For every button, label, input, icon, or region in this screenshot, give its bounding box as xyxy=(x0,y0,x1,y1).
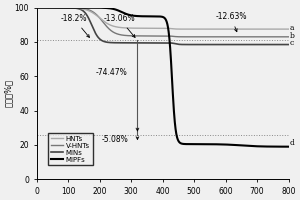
Y-axis label: 失重（%）: 失重（%） xyxy=(4,79,13,107)
Text: -5.08%: -5.08% xyxy=(101,135,128,144)
Text: b: b xyxy=(290,32,294,40)
Text: -12.63%: -12.63% xyxy=(215,12,247,32)
Text: a: a xyxy=(290,24,294,32)
Text: -13.06%: -13.06% xyxy=(103,14,135,37)
Text: c: c xyxy=(290,39,294,47)
Legend: HNTs, V-HNTs, MINs, MIPFs: HNTs, V-HNTs, MINs, MIPFs xyxy=(48,133,93,165)
Text: d: d xyxy=(290,139,294,147)
Text: -74.47%: -74.47% xyxy=(96,68,128,77)
Text: -18.2%: -18.2% xyxy=(61,14,89,37)
